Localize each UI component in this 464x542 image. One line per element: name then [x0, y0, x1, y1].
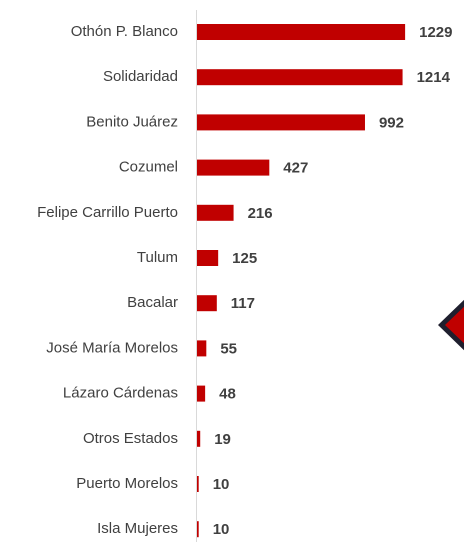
- category-label: Othón P. Blanco: [71, 23, 178, 40]
- value-label: 10: [213, 476, 230, 493]
- category-label: Tulum: [137, 249, 178, 266]
- category-label: Otros Estados: [83, 430, 178, 447]
- bar: [197, 159, 270, 176]
- bar: [197, 250, 219, 266]
- bar: [197, 24, 406, 40]
- value-label: 10: [213, 521, 230, 538]
- bar: [197, 340, 207, 357]
- value-label: 427: [283, 160, 308, 177]
- category-label: Cozumel: [119, 159, 178, 176]
- bar: [197, 385, 206, 402]
- bar: [197, 69, 403, 86]
- bar: [197, 114, 365, 131]
- category-label: Solidaridad: [103, 68, 178, 85]
- value-label: 55: [220, 340, 237, 357]
- category-label: Isla Mujeres: [97, 520, 178, 537]
- value-label: 125: [232, 250, 257, 267]
- value-label: 992: [379, 114, 404, 131]
- category-label: Benito Juárez: [86, 113, 178, 130]
- value-label: 19: [214, 431, 231, 448]
- bar: [197, 521, 199, 538]
- category-label: Bacalar: [127, 294, 178, 311]
- bar: [197, 430, 201, 447]
- category-label: Lázaro Cárdenas: [63, 385, 178, 402]
- category-label: Puerto Morelos: [76, 475, 178, 492]
- value-label: 48: [219, 386, 236, 403]
- bar: [197, 476, 199, 492]
- value-label: 1229: [419, 24, 452, 41]
- category-label: Felipe Carrillo Puerto: [37, 204, 178, 221]
- category-label: José María Morelos: [46, 339, 178, 356]
- bar: [197, 295, 217, 312]
- value-label: 216: [248, 205, 273, 222]
- value-label: 1214: [417, 69, 451, 86]
- bar: [197, 204, 234, 221]
- decoration-diamond: [438, 299, 464, 351]
- value-label: 117: [231, 295, 255, 312]
